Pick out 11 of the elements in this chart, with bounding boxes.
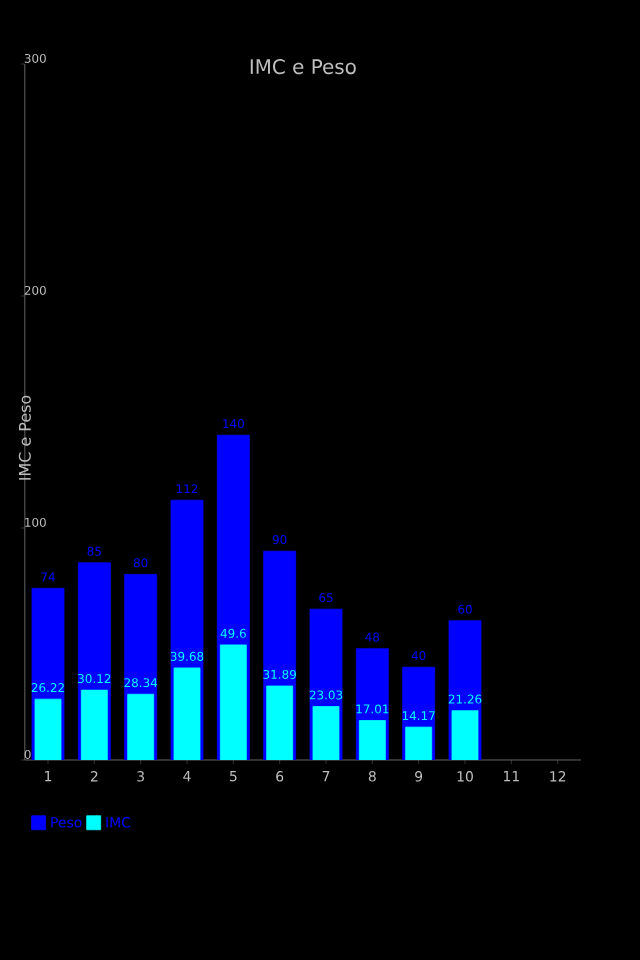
bar	[405, 726, 433, 760]
chart-title: IMC e Peso	[250, 59, 356, 75]
bar	[80, 689, 108, 760]
bar	[173, 667, 201, 760]
bar	[219, 644, 247, 760]
bar	[34, 698, 62, 760]
bar	[127, 693, 155, 760]
bar	[266, 685, 294, 760]
bar	[312, 706, 340, 760]
bar	[451, 710, 479, 760]
bar	[358, 720, 386, 760]
